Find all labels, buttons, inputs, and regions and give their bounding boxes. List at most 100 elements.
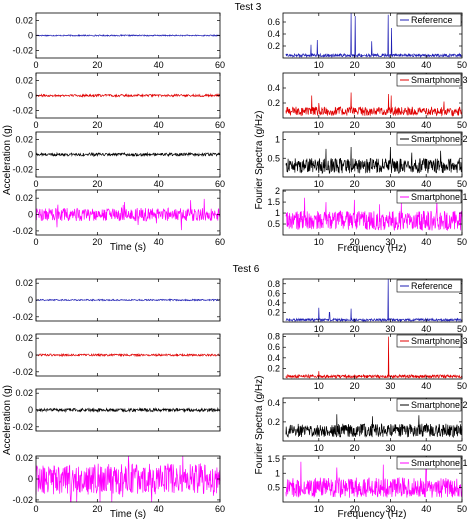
panel: -0.02 0 0.02 (12, 388, 221, 432)
test3-fourier-spectra-axis-label: Fourier Spectra (g/Hz) (254, 111, 265, 210)
signal-line (285, 414, 463, 438)
x-tick-label: 20 (350, 443, 360, 453)
x-tick-label: 60 (215, 60, 225, 70)
y-tick-label: 0.5 (267, 483, 280, 493)
legend-label: Smartphone 3 (411, 75, 468, 85)
signal-line (35, 352, 221, 358)
y-tick-label: 0 (28, 150, 33, 160)
test3-frequency-axis-label: Frequency (Hz) (338, 243, 407, 254)
y-tick-label: -0.02 (12, 495, 33, 505)
legend-label: Reference (411, 15, 453, 25)
y-tick-label: 2 (275, 186, 280, 196)
y-tick-label: 1 (275, 208, 280, 218)
y-tick-label: 0.4 (267, 398, 280, 408)
test3-title: Test 3 (235, 2, 262, 13)
panel: 0.5 1 1.5 10 20 30 40 50 Smartphone 1 (267, 454, 467, 514)
signal-line (35, 298, 221, 302)
panel: 0.2 0.4 0.6 10 20 30 40 50 Reference (267, 12, 467, 70)
y-tick-label: 1.5 (267, 454, 280, 464)
legend-box (396, 190, 462, 204)
y-tick-label: 0.6 (267, 288, 280, 298)
x-tick-label: 40 (154, 60, 164, 70)
x-tick-label: 40 (421, 443, 431, 453)
legend-box (396, 279, 462, 293)
x-tick-label: 40 (421, 324, 431, 334)
axes-frame (282, 278, 463, 323)
legend-label: Smartphone 2 (411, 400, 468, 410)
y-tick-label: 1 (275, 135, 280, 145)
panel: -0.02 0 0.02 (12, 278, 221, 322)
y-tick-label: 0.2 (267, 41, 280, 51)
y-tick-label: 1 (275, 468, 280, 478)
y-tick-label: -0.02 (12, 165, 33, 175)
y-tick-label: -0.02 (12, 46, 33, 56)
x-tick-label: 20 (92, 504, 102, 514)
test6-fourier-spectra-axis-label: Fourier Spectra (g/Hz) (254, 376, 265, 475)
x-tick-label: 30 (385, 504, 395, 514)
x-tick-label: 30 (385, 381, 395, 391)
test6-title: Test 6 (233, 264, 260, 275)
x-tick-label: 50 (457, 443, 467, 453)
axes-frame (282, 189, 463, 236)
y-tick-label: 0 (28, 405, 33, 415)
legend-label: Smartphone 3 (411, 336, 468, 346)
x-tick-label: 20 (350, 60, 360, 70)
x-tick-label: 20 (92, 237, 102, 247)
x-tick-label: 20 (350, 324, 360, 334)
legend-box (396, 13, 462, 27)
y-tick-label: -0.02 (12, 106, 33, 116)
x-tick-label: 20 (350, 120, 360, 130)
x-tick-label: 40 (154, 504, 164, 514)
y-tick-label: 0.02 (15, 388, 33, 398)
y-tick-label: -0.02 (12, 312, 33, 322)
x-tick-label: 40 (421, 179, 431, 189)
panel: 0.2 0.4 10 20 30 40 50 Smartphone 2 (267, 397, 468, 453)
y-tick-label: 0.2 (267, 98, 280, 108)
panel: 0.5 1 10 20 30 40 50 Smartphone 2 (267, 131, 468, 189)
y-tick-label: 0 (28, 31, 33, 41)
y-tick-label: 0.4 (267, 29, 280, 39)
panel: 0.2 0.4 10 20 30 40 50 Smartphone 3 (267, 72, 468, 130)
x-tick-label: 40 (421, 504, 431, 514)
y-tick-label: 0.8 (267, 332, 280, 342)
x-tick-label: 30 (385, 443, 395, 453)
y-tick-label: 0.6 (267, 17, 280, 27)
x-tick-label: 10 (314, 381, 324, 391)
x-tick-label: 0 (33, 179, 38, 189)
x-tick-label: 0 (33, 237, 38, 247)
axes-frame (282, 333, 463, 380)
legend-box (396, 132, 462, 146)
y-tick-label: 0.4 (267, 298, 280, 308)
legend-label: Smartphone 1 (411, 458, 468, 468)
x-tick-label: 50 (457, 120, 467, 130)
x-tick-label: 50 (457, 179, 467, 189)
x-tick-label: 10 (314, 443, 324, 453)
y-tick-label: 0.02 (15, 333, 33, 343)
axes-frame (282, 397, 463, 442)
x-tick-label: 10 (314, 237, 324, 247)
x-tick-label: 50 (457, 381, 467, 391)
y-tick-label: -0.02 (12, 226, 33, 236)
x-tick-label: 20 (350, 381, 360, 391)
x-tick-label: 0 (33, 60, 38, 70)
x-tick-label: 40 (421, 120, 431, 130)
x-tick-label: 20 (92, 179, 102, 189)
y-tick-label: 0 (28, 295, 33, 305)
y-tick-label: 0.02 (15, 16, 33, 26)
test6-frequency-axis-label: Frequency (Hz) (338, 509, 407, 520)
axes-frame (35, 189, 221, 236)
panel: 0.20.40.60.8 10 20 30 40 50 Smartphone 3 (267, 332, 467, 391)
x-tick-label: 40 (421, 60, 431, 70)
x-tick-label: 10 (314, 324, 324, 334)
signal-line (285, 12, 463, 59)
axes-frame (282, 131, 463, 178)
x-tick-label: 50 (457, 504, 467, 514)
x-tick-label: 30 (385, 324, 395, 334)
x-tick-label: 40 (154, 237, 164, 247)
x-tick-label: 50 (457, 60, 467, 70)
